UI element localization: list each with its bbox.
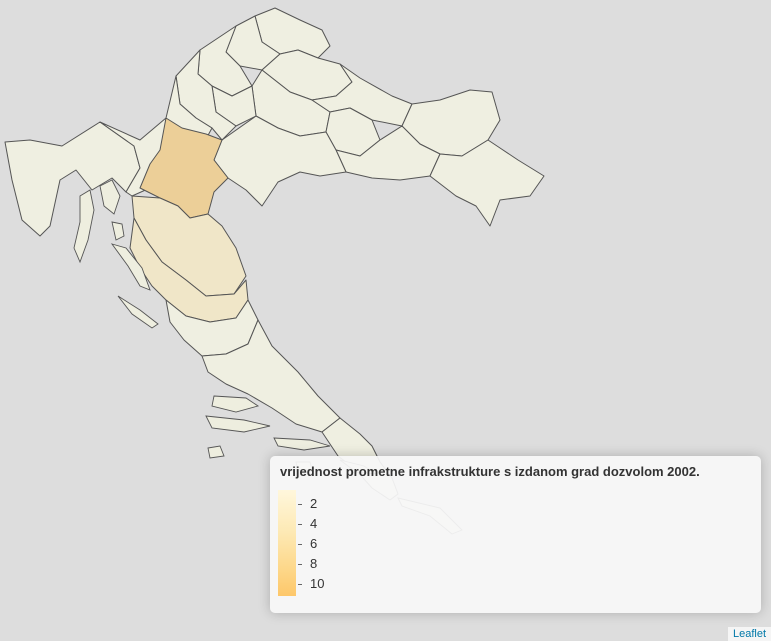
county-vukovar-srijem[interactable]	[429, 139, 545, 227]
legend-tick-label: 6	[310, 536, 318, 551]
island-rab	[111, 221, 125, 241]
island-krk	[99, 179, 121, 215]
leaflet-attribution-link[interactable]: Leaflet	[727, 627, 771, 641]
legend-tick-mark	[298, 564, 302, 565]
island-cres	[73, 189, 95, 264]
legend-tick-mark	[298, 584, 302, 585]
island-dugi-otok	[117, 295, 159, 329]
legend-tick-label: 10	[310, 576, 325, 591]
legend-tick-label: 4	[310, 516, 318, 531]
island-korcula	[273, 437, 331, 451]
county-sisak-moslavina[interactable]	[213, 115, 347, 207]
legend-title: vrijednost prometne infrakstrukture s iz…	[280, 464, 700, 479]
map-legend: vrijednost prometne infrakstrukture s iz…	[270, 456, 761, 613]
legend-tick-label: 2	[310, 496, 318, 511]
county-istria[interactable]	[4, 121, 141, 237]
island-pag	[110, 243, 151, 291]
legend-tick-mark	[298, 544, 302, 545]
island-brac	[211, 395, 260, 413]
island-vis	[207, 445, 225, 459]
legend-tick-mark	[298, 504, 302, 505]
island-hvar	[205, 415, 271, 433]
legend-tick-mark	[298, 524, 302, 525]
legend-color-ramp	[278, 490, 296, 596]
legend-tick-label: 8	[310, 556, 318, 571]
